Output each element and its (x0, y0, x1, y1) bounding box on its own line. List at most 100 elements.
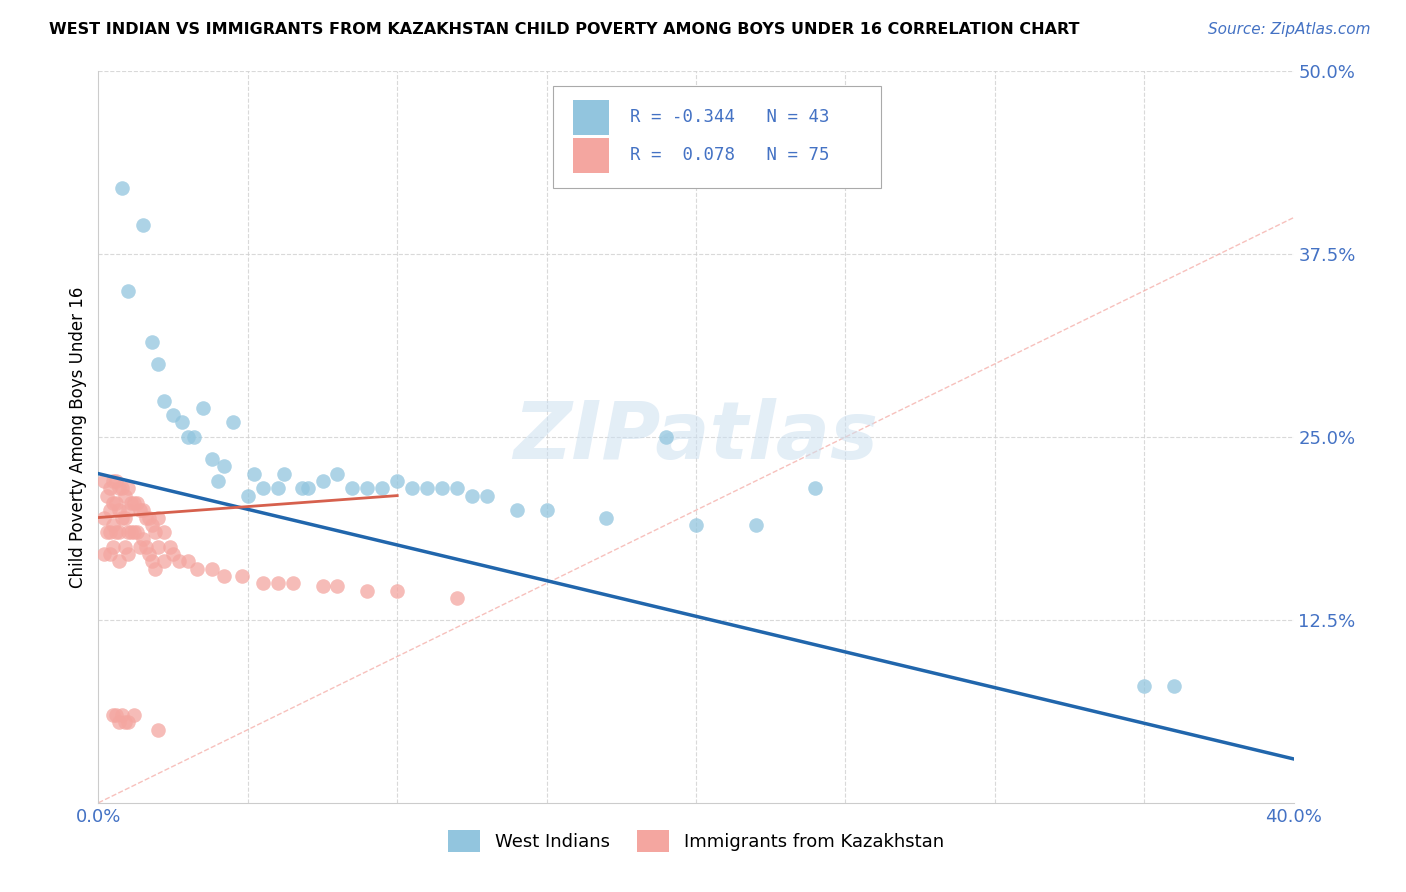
Point (93, 547, 115, 561)
Point (117, 503, 139, 517)
Point (536, 503, 558, 517)
Point (103, 540, 125, 554)
Point (96, 489, 118, 503)
Point (326, 579, 349, 593)
Point (108, 554, 131, 568)
Point (1133, 679, 1156, 693)
Point (138, 547, 160, 561)
Point (167, 554, 190, 568)
Point (111, 708, 134, 723)
Text: R = -0.344   N = 43: R = -0.344 N = 43 (630, 109, 830, 127)
Point (172, 416, 194, 430)
Point (129, 503, 152, 517)
Point (105, 496, 128, 510)
Point (138, 510, 160, 524)
Text: WEST INDIAN VS IMMIGRANTS FROM KAZAKHSTAN CHILD POVERTY AMONG BOYS UNDER 16 CORR: WEST INDIAN VS IMMIGRANTS FROM KAZAKHSTA… (49, 22, 1080, 37)
Text: Source: ZipAtlas.com: Source: ZipAtlas.com (1208, 22, 1371, 37)
Point (114, 540, 136, 554)
Point (506, 503, 529, 517)
Point (135, 540, 157, 554)
Point (252, 481, 274, 495)
Point (281, 576, 304, 591)
Point (143, 525, 166, 540)
Point (243, 467, 266, 481)
Point (273, 467, 295, 481)
Point (127, 525, 149, 540)
Text: R =  0.078   N = 75: R = 0.078 N = 75 (630, 146, 830, 164)
Point (401, 481, 423, 495)
Point (98, 481, 122, 495)
Point (595, 510, 617, 524)
Point (177, 554, 200, 568)
Point (141, 554, 163, 568)
Point (342, 481, 364, 495)
Point (148, 357, 170, 371)
Point (103, 517, 125, 532)
Point (267, 576, 290, 591)
Point (124, 525, 146, 540)
Point (98, 503, 122, 517)
Point (132, 533, 155, 547)
Point (111, 510, 134, 524)
Point (222, 416, 245, 430)
Point (117, 547, 139, 561)
Point (98, 547, 122, 561)
Bar (572, 138, 609, 173)
Point (745, 517, 768, 532)
Point (446, 481, 468, 495)
Point (201, 562, 224, 576)
Point (291, 481, 314, 495)
Point (114, 715, 136, 730)
Point (177, 430, 200, 444)
Y-axis label: Child Poverty Among Boys Under 16: Child Poverty Among Boys Under 16 (69, 286, 87, 588)
Point (371, 481, 394, 495)
Point (804, 481, 827, 495)
Point (191, 401, 214, 415)
Point (446, 591, 468, 605)
Point (96, 525, 118, 540)
Point (311, 579, 333, 593)
Point (162, 547, 184, 561)
FancyBboxPatch shape (553, 86, 882, 188)
Point (108, 503, 131, 517)
Point (385, 474, 409, 488)
Point (120, 496, 142, 510)
Point (114, 489, 136, 503)
Point (124, 496, 146, 510)
Point (207, 474, 229, 488)
Point (267, 481, 290, 495)
Point (685, 517, 707, 532)
Text: ZIPatlas: ZIPatlas (513, 398, 879, 476)
Point (105, 474, 128, 488)
Point (231, 569, 253, 583)
Point (655, 430, 678, 444)
Point (108, 481, 131, 495)
Point (103, 496, 125, 510)
Point (148, 723, 170, 737)
Point (117, 284, 139, 298)
Point (356, 481, 378, 495)
Point (162, 408, 184, 422)
Point (117, 715, 139, 730)
Point (236, 489, 259, 503)
Point (461, 489, 484, 503)
Point (93, 510, 115, 524)
Point (111, 181, 134, 195)
Point (105, 525, 128, 540)
Point (132, 218, 155, 232)
Point (311, 474, 333, 488)
Point (297, 481, 319, 495)
Point (212, 569, 235, 583)
Point (127, 496, 149, 510)
Point (103, 708, 125, 723)
Point (385, 583, 409, 598)
Legend: West Indians, Immigrants from Kazakhstan: West Indians, Immigrants from Kazakhstan (440, 823, 952, 860)
Point (117, 481, 139, 495)
Point (98, 525, 122, 540)
Point (148, 540, 170, 554)
Point (141, 517, 163, 532)
Bar (572, 100, 609, 135)
Point (1163, 679, 1185, 693)
Point (148, 510, 170, 524)
Point (153, 525, 176, 540)
